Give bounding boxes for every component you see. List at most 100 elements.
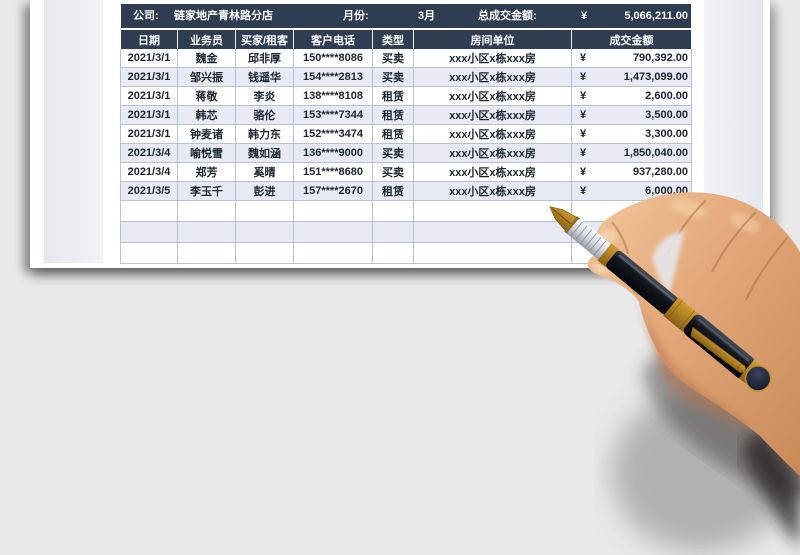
currency-symbol: ¥ — [580, 147, 587, 159]
empty-cell[interactable] — [121, 243, 178, 264]
summary-row[interactable]: 公司: 链家地产青林路分店 月份: 3月 总成交金额: ¥ 5,066,211.… — [121, 4, 691, 28]
empty-cell[interactable] — [414, 222, 572, 243]
cell-buyer[interactable]: 韩力东 — [236, 125, 294, 144]
cell-phone[interactable]: 153****7344 — [294, 106, 373, 125]
cell-phone[interactable]: 154****2813 — [294, 68, 373, 87]
cell-type[interactable]: 买卖 — [373, 68, 414, 87]
cell-date[interactable]: 2021/3/1 — [121, 125, 178, 144]
empty-cell[interactable] — [294, 222, 373, 243]
empty-cell[interactable] — [373, 201, 414, 222]
cell-buyer[interactable]: 钱遥华 — [236, 68, 294, 87]
empty-cell[interactable] — [236, 222, 294, 243]
cell-agent[interactable]: 钟麦诸 — [178, 125, 236, 144]
currency-symbol: ¥ — [580, 185, 587, 197]
cell-unit[interactable]: xxx小区x栋xxx房 — [414, 49, 572, 68]
empty-cell[interactable] — [178, 201, 236, 222]
month-value[interactable]: 3月 — [418, 10, 436, 22]
empty-cell[interactable] — [414, 201, 572, 222]
pen-clip — [690, 326, 745, 374]
cell-amount[interactable]: ¥ 3,300.00 — [572, 125, 691, 144]
cell-buyer[interactable]: 魏如涵 — [236, 144, 294, 163]
cell-type[interactable]: 租赁 — [373, 106, 414, 125]
cell-date[interactable]: 2021/3/1 — [121, 49, 178, 68]
cell-agent[interactable]: 喻悦雪 — [178, 144, 236, 163]
cell-date[interactable]: 2021/3/4 — [121, 163, 178, 182]
month-label: 月份: — [343, 10, 369, 22]
company-value[interactable]: 链家地产青林路分店 — [174, 10, 273, 22]
cell-unit[interactable]: xxx小区x栋xxx房 — [414, 125, 572, 144]
amount-value: 6,000.00 — [645, 185, 688, 197]
cell-amount[interactable]: ¥ 1,850,040.00 — [572, 144, 691, 163]
cell-unit[interactable]: xxx小区x栋xxx房 — [414, 68, 572, 87]
empty-cell[interactable] — [294, 201, 373, 222]
cell-agent[interactable]: 韩芯 — [178, 106, 236, 125]
column-header[interactable]: 房间单位 — [414, 30, 572, 49]
cell-type[interactable]: 买卖 — [373, 144, 414, 163]
cell-agent[interactable]: 蒋敬 — [178, 87, 236, 106]
cell-phone[interactable]: 157****2670 — [294, 182, 373, 201]
cell-amount[interactable]: ¥ 2,600.00 — [572, 87, 691, 106]
column-header[interactable]: 类型 — [373, 30, 414, 49]
cell-type[interactable]: 买卖 — [373, 163, 414, 182]
cell-buyer[interactable]: 邱非厚 — [236, 49, 294, 68]
cell-date[interactable]: 2021/3/1 — [121, 68, 178, 87]
cell-buyer[interactable]: 彭进 — [236, 182, 294, 201]
cell-buyer[interactable]: 骆伦 — [236, 106, 294, 125]
cell-date[interactable]: 2021/3/4 — [121, 144, 178, 163]
cell-amount[interactable]: ¥ 937,280.00 — [572, 163, 691, 182]
cell-amount[interactable]: ¥ 790,392.00 — [572, 49, 691, 68]
cell-phone[interactable]: 136****9000 — [294, 144, 373, 163]
cell-amount[interactable]: ¥ 1,473,099.00 — [572, 68, 691, 87]
column-header[interactable]: 成交金额 — [609, 34, 654, 47]
cell-type[interactable]: 租赁 — [373, 182, 414, 201]
empty-cell[interactable] — [178, 222, 236, 243]
total-label: 总成交金额: — [478, 10, 537, 22]
cell-date[interactable]: 2021/3/1 — [121, 87, 178, 106]
empty-cell[interactable] — [373, 222, 414, 243]
column-header[interactable]: 买家/租客 — [236, 30, 294, 49]
cell-buyer[interactable]: 李炎 — [236, 87, 294, 106]
cell-phone[interactable]: 152****3474 — [294, 125, 373, 144]
empty-cell[interactable] — [572, 243, 691, 264]
column-header[interactable]: 客户电话 — [294, 30, 373, 49]
empty-cell[interactable] — [121, 201, 178, 222]
column-header[interactable]: 日期 — [121, 30, 178, 49]
cell-date[interactable]: 2021/3/1 — [121, 106, 178, 125]
empty-cell[interactable] — [121, 222, 178, 243]
cell-agent[interactable]: 郑芳 — [178, 163, 236, 182]
cell-amount[interactable]: ¥ 3,500.00 — [572, 106, 691, 125]
cell-date[interactable]: 2021/3/5 — [121, 182, 178, 201]
cell-unit[interactable]: xxx小区x栋xxx房 — [414, 144, 572, 163]
cell-buyer[interactable]: 奚晴 — [236, 163, 294, 182]
empty-cell[interactable] — [414, 243, 572, 264]
cell-phone[interactable]: 151****8680 — [294, 163, 373, 182]
cell-type[interactable]: 买卖 — [373, 49, 414, 68]
column-header[interactable]: 业务员 — [178, 30, 236, 49]
total-value[interactable]: 5,066,211.00 — [624, 10, 688, 22]
cell-agent[interactable]: 李玉千 — [178, 182, 236, 201]
empty-cell[interactable] — [294, 243, 373, 264]
cell-unit[interactable]: xxx小区x栋xxx房 — [414, 163, 572, 182]
cell-unit[interactable]: xxx小区x栋xxx房 — [414, 87, 572, 106]
empty-cell[interactable] — [178, 243, 236, 264]
cell-agent[interactable]: 魏金 — [178, 49, 236, 68]
cell-type[interactable]: 租赁 — [373, 125, 414, 144]
pen-end-dome — [744, 365, 772, 392]
cell-phone[interactable]: 150****8086 — [294, 49, 373, 68]
empty-cell[interactable] — [236, 243, 294, 264]
cell-phone[interactable]: 138****8108 — [294, 87, 373, 106]
empty-cell[interactable] — [572, 201, 691, 222]
currency-symbol: ¥ — [580, 71, 587, 83]
cell-type[interactable]: 租赁 — [373, 87, 414, 106]
table-row: 2021/3/5 李玉千 彭进 157****2670 租赁 xxx小区x栋xx… — [121, 182, 691, 201]
cell-unit[interactable]: xxx小区x栋xxx房 — [414, 182, 572, 201]
table-row: 2021/3/4 喻悦雪 魏如涵 136****9000 买卖 xxx小区x栋x… — [121, 144, 691, 163]
cell-amount[interactable]: ¥ 6,000.00 — [572, 182, 691, 201]
cell-agent[interactable]: 邹兴振 — [178, 68, 236, 87]
empty-cell[interactable] — [373, 243, 414, 264]
table-row: 2021/3/1 邹兴振 钱遥华 154****2813 买卖 xxx小区x栋x… — [121, 68, 691, 87]
cell-unit[interactable]: xxx小区x栋xxx房 — [414, 106, 572, 125]
table-row: 2021/3/1 魏金 邱非厚 150****8086 买卖 xxx小区x栋xx… — [121, 49, 691, 68]
empty-cell[interactable] — [236, 201, 294, 222]
